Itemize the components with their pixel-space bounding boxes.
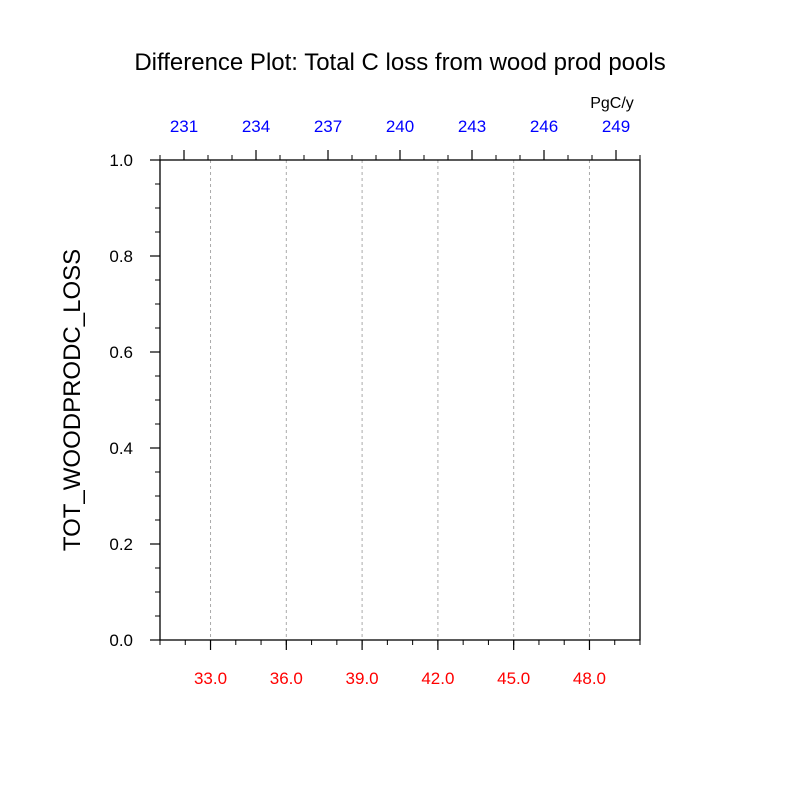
top-tick-label: 237 [314, 117, 342, 136]
grid-lines [210, 160, 590, 640]
chart-title: Difference Plot: Total C loss from wood … [134, 49, 665, 76]
axis-ticks [150, 150, 641, 650]
top-tick-label: 234 [242, 117, 270, 136]
tick-labels: 0.0 0.2 0.4 0.6 0.8 1.0 33.0 36.0 39.0 42.0 45.0 48… [109, 117, 630, 688]
top-tick-label: 246 [530, 117, 558, 136]
top-tick-label: 243 [458, 117, 486, 136]
y-tick-label: 1.0 [109, 151, 133, 170]
y-tick-label: 0.0 [109, 631, 133, 650]
y-tick-label: 0.2 [109, 535, 133, 554]
top-tick-label: 240 [386, 117, 414, 136]
top-tick-label: 231 [170, 117, 198, 136]
bottom-tick-label: 45.0 [497, 669, 530, 688]
bottom-tick-label: 39.0 [346, 669, 379, 688]
y-tick-label: 0.4 [109, 439, 133, 458]
plot-frame [159, 159, 641, 641]
top-tick-label: 249 [602, 117, 630, 136]
bottom-tick-label: 33.0 [194, 669, 227, 688]
y-tick-label: 0.8 [109, 247, 133, 266]
bottom-tick-label: 42.0 [421, 669, 454, 688]
units-label: PgC/y [590, 95, 634, 112]
y-tick-label: 0.6 [109, 343, 133, 362]
y-axis-label: TOT_WOODPRODC_LOSS [59, 249, 86, 551]
bottom-tick-label: 36.0 [270, 669, 303, 688]
bottom-tick-label: 48.0 [573, 669, 606, 688]
